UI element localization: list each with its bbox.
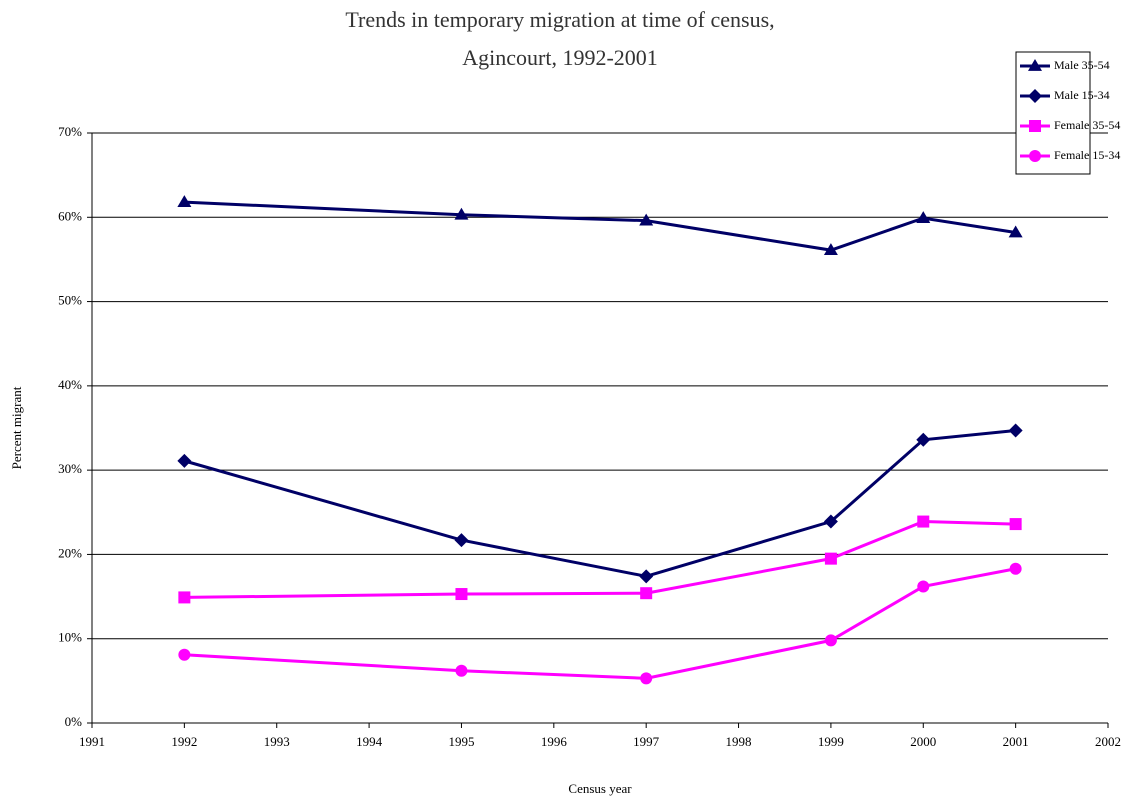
series-line	[184, 567, 1016, 680]
series-line	[184, 200, 1016, 252]
y-axis-label: Percent migrant	[9, 386, 24, 469]
legend-marker	[1028, 59, 1042, 71]
y-tick-label: 50%	[58, 293, 82, 308]
marker	[455, 664, 468, 677]
marker	[1008, 225, 1023, 238]
x-axis-label: Census year	[568, 781, 632, 796]
x-tick-label: 2000	[910, 734, 936, 749]
legend-label: Female 15-34	[1054, 148, 1120, 162]
marker	[824, 552, 837, 565]
y-tick-label: 40%	[58, 377, 82, 392]
marker	[1009, 562, 1022, 575]
x-tick-label: 1995	[448, 734, 474, 749]
y-tick-label: 60%	[58, 208, 82, 223]
legend-label: Female 35-54	[1054, 118, 1120, 132]
x-tick-label: 1994	[356, 734, 383, 749]
x-tick-label: 2001	[1003, 734, 1029, 749]
legend-label: Male 35-54	[1054, 58, 1110, 72]
marker	[917, 580, 930, 593]
marker	[823, 243, 838, 256]
marker	[640, 672, 653, 685]
marker	[455, 588, 468, 601]
legend-marker	[1029, 150, 1041, 162]
x-tick-label: 1992	[171, 734, 197, 749]
x-tick-label: 1996	[541, 734, 568, 749]
marker	[177, 453, 192, 468]
marker	[178, 648, 191, 661]
marker	[454, 533, 469, 548]
marker	[823, 514, 838, 529]
y-tick-label: 10%	[58, 630, 82, 645]
y-tick-label: 20%	[58, 545, 82, 560]
marker	[639, 569, 654, 584]
marker	[177, 195, 192, 208]
x-tick-label: 1999	[818, 734, 844, 749]
x-tick-label: 1997	[633, 734, 660, 749]
y-tick-label: 0%	[65, 714, 83, 729]
series-line	[183, 429, 1016, 578]
legend-marker	[1029, 120, 1041, 132]
chart-title: Agincourt, 1992-2001	[462, 45, 658, 70]
marker	[1009, 518, 1022, 531]
marker	[639, 213, 654, 226]
marker	[640, 587, 653, 600]
marker	[824, 634, 837, 647]
marker	[178, 591, 191, 604]
x-tick-label: 1991	[79, 734, 105, 749]
marker	[454, 207, 469, 220]
x-tick-label: 1998	[726, 734, 752, 749]
x-tick-label: 2002	[1095, 734, 1121, 749]
marker	[916, 211, 931, 224]
legend-box	[1015, 51, 1091, 175]
y-tick-label: 30%	[58, 461, 82, 476]
legend-marker	[1028, 89, 1042, 103]
legend-label: Male 15-34	[1054, 88, 1110, 102]
x-tick-label: 1993	[264, 734, 290, 749]
marker	[916, 432, 931, 447]
marker	[1008, 423, 1023, 438]
marker	[917, 515, 930, 528]
series-line	[184, 520, 1016, 599]
chart-title: Trends in temporary migration at time of…	[345, 7, 774, 32]
y-tick-label: 70%	[58, 124, 82, 139]
